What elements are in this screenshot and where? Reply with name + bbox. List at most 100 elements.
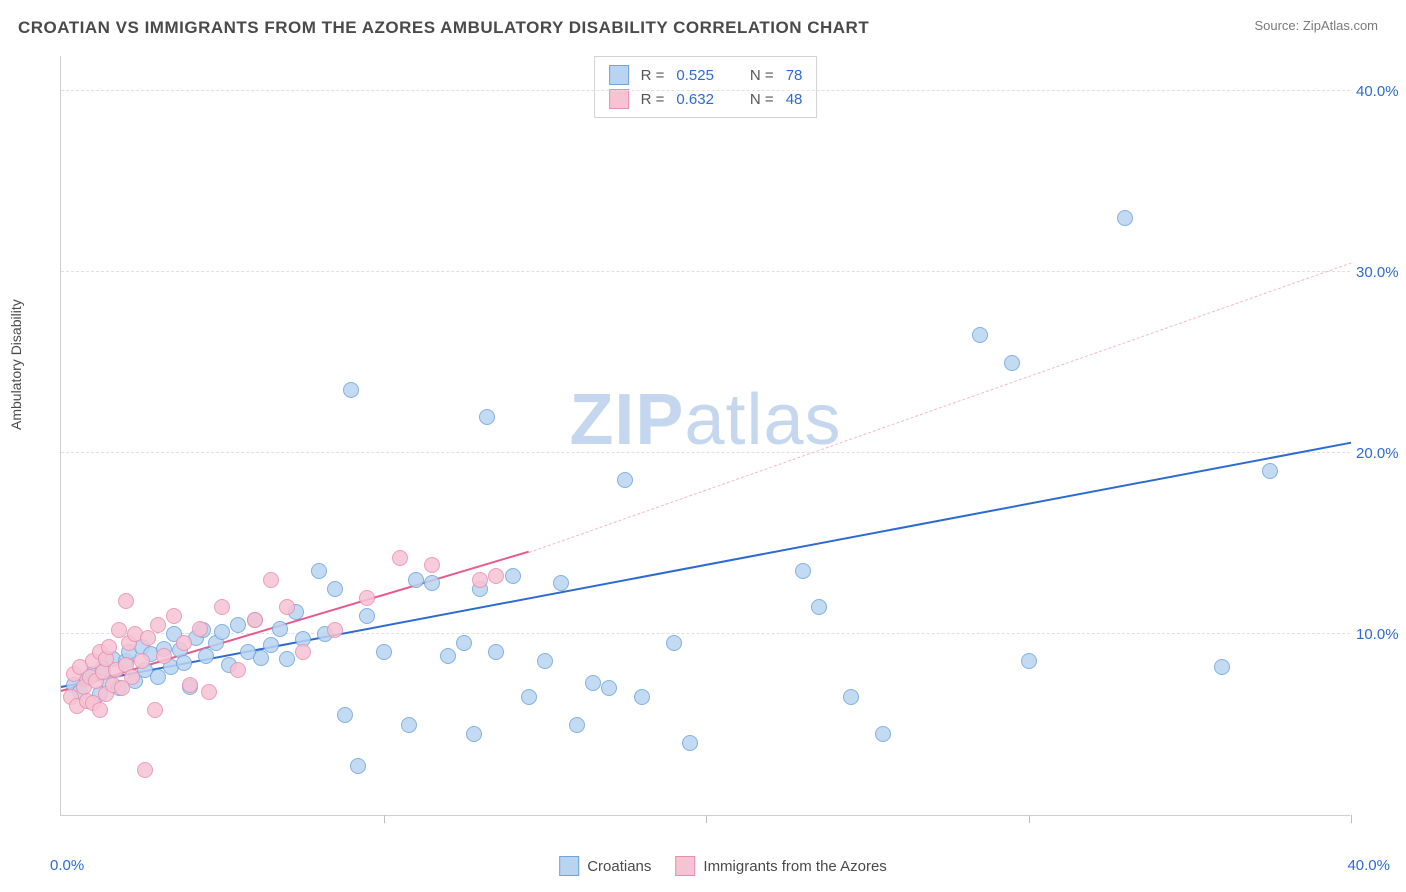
x-tick-mark [1029,815,1030,823]
y-tick-label: 40.0% [1356,83,1399,100]
data-point [472,572,488,588]
watermark: ZIPatlas [569,379,841,461]
data-point [811,599,827,615]
r-value: 0.632 [676,91,714,108]
data-point [118,593,134,609]
series-label: Immigrants from the Azores [703,858,886,875]
data-point [176,635,192,651]
x-tick-mark [384,815,385,823]
data-point [456,635,472,651]
data-point [1214,659,1230,675]
data-point [150,617,166,633]
scatter-plot: ZIPatlas R =0.525N =78R =0.632N =48 10.0… [60,56,1350,816]
data-point [875,726,891,742]
data-point [311,563,327,579]
data-point [401,717,417,733]
data-point [634,689,650,705]
data-point [795,563,811,579]
data-point [176,655,192,671]
data-point [359,608,375,624]
n-label: N = [750,91,774,108]
n-label: N = [750,67,774,84]
legend-swatch [559,856,579,876]
y-tick-label: 30.0% [1356,264,1399,281]
data-point [488,568,504,584]
gridline [61,271,1350,272]
x-axis-origin: 0.0% [50,857,84,874]
data-point [1117,210,1133,226]
data-point [392,550,408,566]
data-point [424,575,440,591]
legend-swatch [609,89,629,109]
data-point [1262,463,1278,479]
data-point [295,644,311,660]
trend-line [528,262,1351,552]
data-point [192,621,208,637]
data-point [537,653,553,669]
data-point [263,637,279,653]
data-point [682,735,698,751]
data-point [263,572,279,588]
data-point [166,608,182,624]
y-tick-label: 20.0% [1356,445,1399,462]
data-point [327,622,343,638]
legend-row: R =0.525N =78 [609,63,803,87]
data-point [214,624,230,640]
data-point [272,621,288,637]
data-point [359,590,375,606]
x-tick-mark [706,815,707,823]
data-point [182,677,198,693]
data-point [521,689,537,705]
data-point [408,572,424,588]
gridline [61,452,1350,453]
data-point [617,472,633,488]
data-point [505,568,521,584]
n-value: 48 [786,91,803,108]
data-point [247,612,263,628]
data-point [350,758,366,774]
series-label: Croatians [587,858,651,875]
data-point [601,680,617,696]
legend-swatch [609,65,629,85]
data-point [230,617,246,633]
x-axis-end: 40.0% [1347,857,1390,874]
data-point [343,382,359,398]
r-label: R = [641,67,665,84]
data-point [92,702,108,718]
data-point [585,675,601,691]
data-point [137,762,153,778]
data-point [569,717,585,733]
data-point [279,599,295,615]
legend-item: Croatians [559,856,651,876]
r-label: R = [641,91,665,108]
gridline [61,90,1350,91]
data-point [488,644,504,660]
data-point [1004,355,1020,371]
data-point [150,669,166,685]
data-point [101,639,117,655]
data-point [156,648,172,664]
data-point [666,635,682,651]
data-point [466,726,482,742]
data-point [376,644,392,660]
legend-swatch [675,856,695,876]
data-point [424,557,440,573]
data-point [440,648,456,664]
data-point [214,599,230,615]
data-point [843,689,859,705]
data-point [201,684,217,700]
correlation-legend: R =0.525N =78R =0.632N =48 [594,56,818,118]
r-value: 0.525 [676,67,714,84]
data-point [337,707,353,723]
x-tick-mark [1351,815,1352,823]
y-tick-label: 10.0% [1356,626,1399,643]
data-point [230,662,246,678]
series-legend: Croatians Immigrants from the Azores [559,856,887,876]
data-point [279,651,295,667]
data-point [134,653,150,669]
data-point [147,702,163,718]
y-axis-label: Ambulatory Disability [8,299,24,430]
data-point [479,409,495,425]
data-point [553,575,569,591]
data-point [327,581,343,597]
